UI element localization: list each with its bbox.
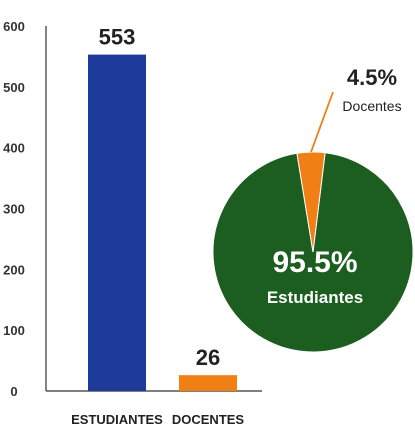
bar-chart: 0 100 200 300 400 500 600 553 26 ESTUDIANTES DOC… bbox=[3, 19, 262, 427]
y-tick-label-0: 0 bbox=[10, 384, 17, 399]
pie-leader-line bbox=[310, 91, 334, 153]
y-tick-label-600: 600 bbox=[3, 19, 25, 34]
bar-value-labels: 553 26 bbox=[99, 25, 221, 371]
x-tick-label-docentes: DOCENTES bbox=[172, 412, 245, 427]
y-tick-label-200: 200 bbox=[3, 262, 25, 277]
bar-estudiantes bbox=[88, 54, 146, 391]
pie-slices bbox=[212, 151, 414, 353]
pie-slice-estudiantes bbox=[212, 152, 414, 353]
pie-chart: 95.5% Estudiantes 4.5% Docentes bbox=[212, 65, 414, 353]
pie-value-label-estudiantes: 95.5% bbox=[272, 246, 357, 279]
pie-slice-docentes bbox=[296, 151, 326, 253]
y-tick-label-100: 100 bbox=[3, 323, 25, 338]
pie-value-label-docentes: 4.5% bbox=[347, 65, 397, 90]
y-tick-label-500: 500 bbox=[3, 80, 25, 95]
bar-docentes bbox=[179, 375, 237, 391]
pie-category-label-docentes: Docentes bbox=[342, 98, 401, 114]
x-axis-labels: ESTUDIANTES DOCENTES bbox=[71, 412, 244, 427]
pie-labels: 95.5% Estudiantes 4.5% Docentes bbox=[267, 65, 402, 307]
y-tick-label-400: 400 bbox=[3, 141, 25, 156]
y-tick-label-300: 300 bbox=[3, 202, 25, 217]
pie-category-label-estudiantes: Estudiantes bbox=[267, 288, 363, 307]
y-axis-ticks: 0 100 200 300 400 500 600 bbox=[3, 19, 25, 399]
bar-value-label-estudiantes: 553 bbox=[99, 25, 136, 50]
bar-value-label-docentes: 26 bbox=[196, 345, 220, 370]
bars bbox=[88, 54, 237, 391]
x-tick-label-estudiantes: ESTUDIANTES bbox=[71, 412, 163, 427]
